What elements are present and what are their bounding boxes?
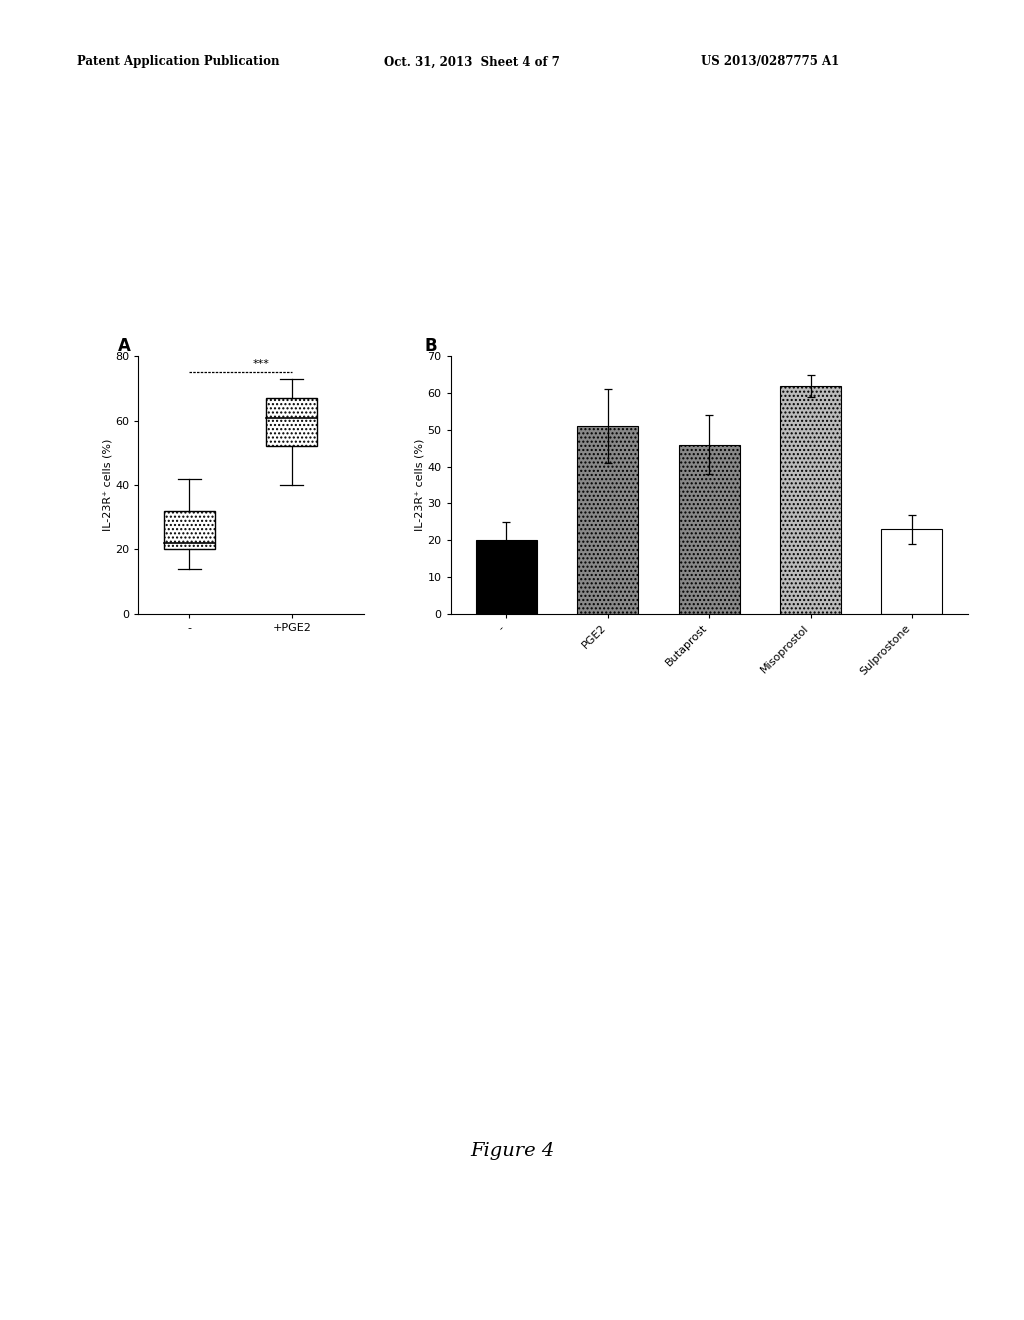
Text: Patent Application Publication: Patent Application Publication [77, 55, 280, 69]
Bar [780, 385, 841, 614]
Bar [882, 529, 942, 614]
Text: ***: *** [253, 359, 269, 370]
Text: B: B [425, 337, 437, 355]
Bar [679, 445, 739, 614]
Bar [578, 426, 638, 614]
Bar [164, 511, 215, 549]
Bar [266, 399, 317, 446]
Text: A: A [118, 337, 131, 355]
Text: Figure 4: Figure 4 [470, 1142, 554, 1160]
Y-axis label: IL-23R⁺ cells (%): IL-23R⁺ cells (%) [415, 440, 425, 531]
Text: Oct. 31, 2013  Sheet 4 of 7: Oct. 31, 2013 Sheet 4 of 7 [384, 55, 560, 69]
Bar [476, 540, 537, 614]
Text: US 2013/0287775 A1: US 2013/0287775 A1 [701, 55, 840, 69]
Y-axis label: IL-23R⁺ cells (%): IL-23R⁺ cells (%) [102, 440, 113, 531]
